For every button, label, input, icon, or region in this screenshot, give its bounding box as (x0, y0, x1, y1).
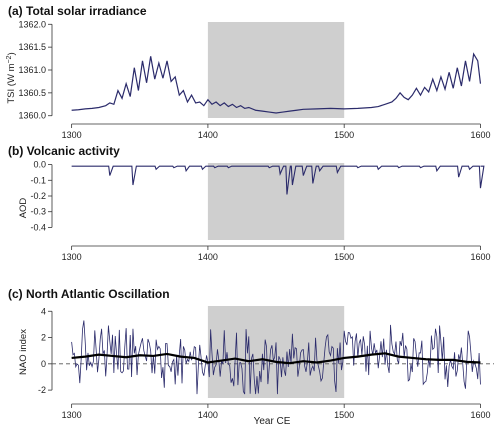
panel-b-volcanic: (b) Volcanic activity 0.0 -0.1 -0.2 -0.3 -0.… (8, 144, 490, 262)
y-tick-label: 4 (41, 306, 46, 316)
panel-a-tsi: (a) Total solar irradiance 1360.0 1360.5 1… (6, 4, 490, 140)
panel-b-title: (b) Volcanic activity (8, 144, 120, 158)
x-tick-label: 1400 (198, 410, 218, 420)
y-tick-label: 1360.5 (18, 88, 46, 98)
x-tick-label: 1600 (470, 252, 490, 262)
y-tick-label: -2 (38, 385, 46, 395)
panel-a-shaded-span (207, 22, 345, 118)
panel-b-series-line (71, 165, 485, 195)
y-tick-label: 1362.0 (18, 19, 46, 29)
y-tick-label: 0.0 (33, 160, 46, 170)
y-tick-label: 1360.0 (18, 111, 46, 121)
y-tick-label: 1361.5 (18, 42, 46, 52)
y-tick-label: -0.1 (30, 175, 46, 185)
y-tick-label: -0.4 (30, 222, 46, 232)
x-tick-label: 1300 (62, 130, 82, 140)
x-tick-label: 1300 (62, 252, 82, 262)
panel-c-ylabel: NAO index (18, 329, 29, 375)
x-tick-label: 1400 (198, 252, 218, 262)
y-tick-label: 1361.0 (18, 65, 46, 75)
panel-a-series-line (71, 52, 482, 114)
panel-c-series-line (71, 320, 481, 395)
y-tick-label: 0 (41, 359, 46, 369)
panel-c-nao: (c) North Atlantic Oscillation -2 0 2 4 1300… (8, 287, 494, 427)
panel-a-title: (a) Total solar irradiance (8, 4, 147, 18)
x-tick-label: 1500 (334, 252, 354, 262)
x-tick-label: 1300 (62, 410, 82, 420)
panel-b-shaded-span (207, 163, 345, 240)
x-tick-label: 1400 (198, 130, 218, 140)
x-tick-label: 1500 (334, 130, 354, 140)
x-tick-label: 1500 (334, 410, 354, 420)
y-tick-label: -0.3 (30, 207, 46, 217)
panel-b-ylabel: AOD (18, 198, 29, 219)
x-tick-label: 1600 (470, 130, 490, 140)
panel-c-xlabel: Year CE (254, 416, 291, 427)
y-tick-label: 2 (41, 333, 46, 343)
panel-c-smoothed-line (71, 352, 481, 365)
y-tick-label: -0.2 (30, 191, 46, 201)
x-tick-label: 1600 (470, 410, 490, 420)
panel-c-title: (c) North Atlantic Oscillation (8, 287, 170, 301)
panel-a-ylabel: TSI (W m−2) (6, 52, 17, 103)
